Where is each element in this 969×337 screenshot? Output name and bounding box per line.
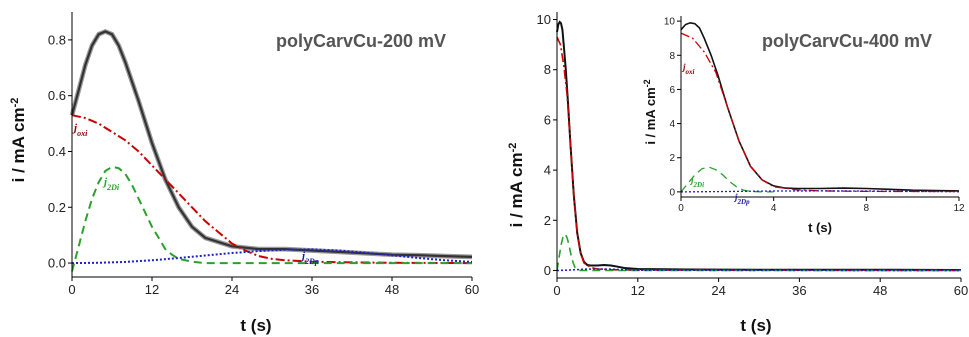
right-y-tick-label: 6 bbox=[544, 112, 551, 127]
left-x-tick-label: 24 bbox=[225, 282, 239, 297]
right-x-tick-label: 48 bbox=[873, 283, 887, 298]
inset-y-tick-label: 2 bbox=[669, 153, 675, 164]
inset-y-tick-label: 8 bbox=[669, 51, 675, 62]
left-x-axis-label: t (s) bbox=[240, 316, 271, 335]
inset-series-j2Di bbox=[680, 166, 774, 193]
left-x-tick-label: 60 bbox=[465, 282, 479, 297]
left-axes-group: 0 12 24 36 48 60 0.0 0.2 0.4 0.6 0.8 bbox=[48, 12, 479, 297]
left-y-tick-label: 0.0 bbox=[48, 256, 66, 271]
inset-x-axis-label: t (s) bbox=[808, 220, 832, 235]
left-y-axis-label: i / mA cm-2 bbox=[9, 98, 28, 183]
inset-y-tick-label: 4 bbox=[669, 119, 675, 130]
left-y-tick-label: 0.6 bbox=[48, 88, 66, 103]
right-x-tick-label: 0 bbox=[553, 283, 560, 298]
left-series-joxi bbox=[71, 114, 473, 265]
right-y-tick-label: 2 bbox=[544, 213, 551, 228]
left-annotation-j2di: j2Di bbox=[102, 176, 120, 192]
inset-y-axis-label: i / mA cm-2 bbox=[642, 79, 658, 144]
left-y-tick-label: 0.4 bbox=[48, 144, 66, 159]
left-y-tick-label: 0.8 bbox=[48, 32, 66, 47]
right-y-tick-label: 4 bbox=[544, 163, 551, 178]
panel-inset: 0 4 8 12 0 2 4 6 8 10 polyCarvCu-400 mV t (s) i /… bbox=[642, 10, 965, 235]
left-x-tick-label: 0 bbox=[68, 282, 75, 297]
inset-x-tick-label: 8 bbox=[864, 203, 870, 214]
left-annotation-joxi: joxi bbox=[72, 122, 88, 138]
right-x-tick-label: 36 bbox=[792, 283, 806, 298]
right-x-axis-label: t (s) bbox=[740, 316, 771, 335]
right-series-j2Di bbox=[556, 232, 961, 272]
left-series-shadow-0 bbox=[69, 28, 473, 260]
right-x-tick-label: 60 bbox=[954, 283, 968, 298]
left-chart-title: polyCarvCu-200 mV bbox=[276, 31, 446, 51]
inset-x-tick-label: 0 bbox=[678, 203, 684, 214]
right-y-tick-label: 8 bbox=[544, 62, 551, 77]
inset-series-joxi bbox=[680, 32, 960, 193]
left-x-tick-label: 48 bbox=[385, 282, 399, 297]
left-series-j2Dp bbox=[71, 248, 473, 265]
panel-left: 0 12 24 36 48 60 0.0 0.2 0.4 0.6 0.8 polyCarvCu-20… bbox=[9, 12, 479, 335]
right-x-tick-label: 12 bbox=[631, 283, 645, 298]
left-x-tick-label: 36 bbox=[305, 282, 319, 297]
right-x-tick-label: 24 bbox=[711, 283, 725, 298]
left-series-j2Di bbox=[71, 165, 472, 272]
left-series-measured bbox=[70, 30, 473, 258]
right-y-axis-label: i / mA cm-2 bbox=[507, 143, 526, 228]
inset-y-tick-label: 0 bbox=[669, 187, 675, 198]
right-chart-title: polyCarvCu-400 mV bbox=[762, 31, 932, 51]
inset-background bbox=[672, 10, 962, 230]
left-series-group bbox=[69, 28, 473, 272]
inset-x-tick-label: 12 bbox=[953, 203, 965, 214]
inset-y-tick-label: 10 bbox=[664, 17, 676, 28]
right-series-joxi bbox=[556, 36, 962, 272]
left-x-tick-label: 12 bbox=[145, 282, 159, 297]
left-y-tick-label: 0.2 bbox=[48, 200, 66, 215]
right-y-tick-label: 0 bbox=[544, 263, 551, 278]
right-y-tick-label: 10 bbox=[537, 12, 551, 27]
right-series-group bbox=[556, 20, 962, 272]
inset-x-tick-label: 4 bbox=[771, 203, 777, 214]
inset-series-group bbox=[680, 21, 960, 193]
inset-y-tick-label: 6 bbox=[669, 85, 675, 96]
inset-axes-group: 0 4 8 12 0 2 4 6 8 10 bbox=[664, 16, 965, 214]
